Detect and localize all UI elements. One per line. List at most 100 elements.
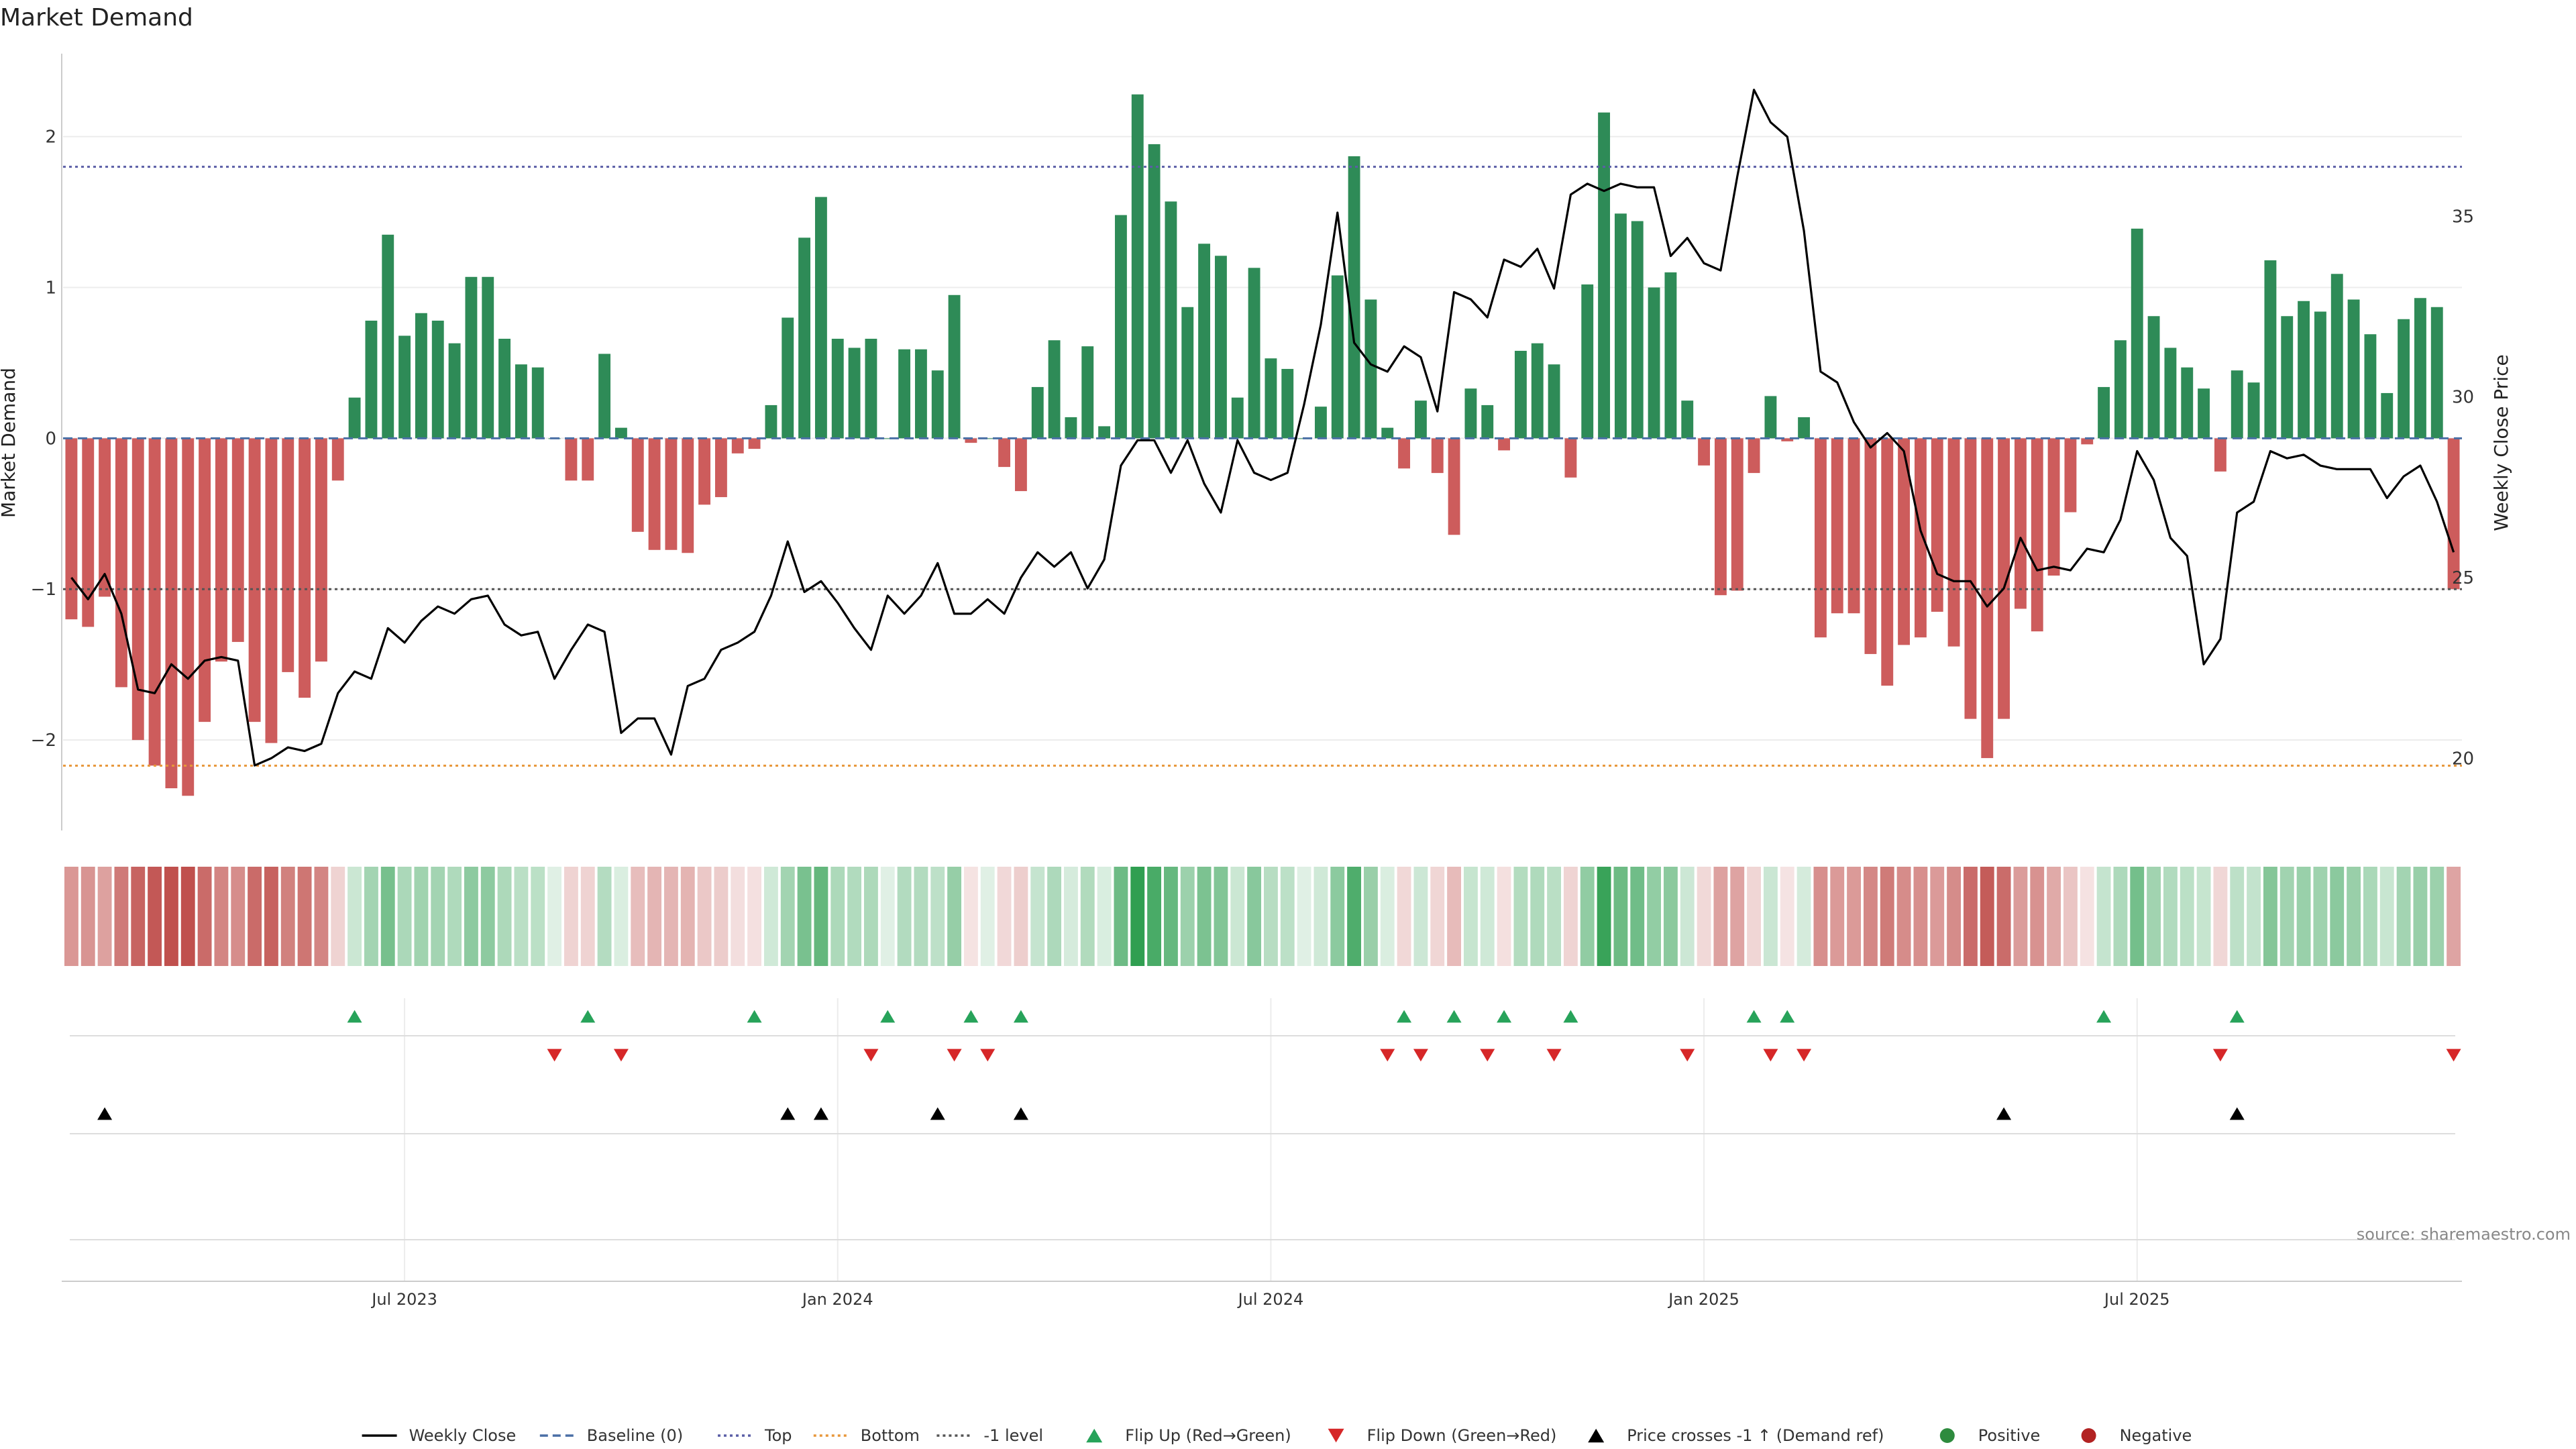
heat-cell [2030,867,2045,966]
heat-cell [631,867,645,966]
legend-item: Weekly Close [362,1426,516,1445]
flip-down-marker [547,1049,562,1062]
heat-cell [2279,867,2294,966]
heat-cell [64,867,78,966]
demand-bar [765,405,777,439]
demand-bar [2231,370,2243,439]
legend-label: Baseline (0) [587,1426,683,1445]
heat-cell [1597,867,1611,966]
flip-up-marker [1397,1010,1412,1023]
demand-bar [1664,272,1677,439]
heat-cell [1413,867,1428,966]
demand-bar [2164,347,2177,439]
demand-bar [1931,438,1943,612]
heat-cell [2180,867,2194,966]
heat-cell [1713,867,1728,966]
heat-cell [580,867,595,966]
flip-down-marker [2446,1049,2461,1062]
heat-cell [197,867,212,966]
heat-cell [497,867,512,966]
legend-item: Flip Down (Green→Red) [1328,1426,1556,1445]
heat-cell [97,867,112,966]
demand-bar [714,438,727,498]
demand-bar [1598,112,1611,439]
demand-bar [1181,307,1194,439]
heat-cell [731,867,745,966]
heat-cell [1947,867,1962,966]
demand-bar [2147,316,2160,439]
legend-item: Price crosses -1 ↑ (Demand ref) [1588,1426,1884,1445]
demand-bar [1914,438,1927,638]
heat-cell [164,867,178,966]
demand-bar [1031,386,1044,439]
heat-cell [2430,867,2445,966]
left-tick-label: 0 [45,429,56,449]
demand-bar [565,438,578,481]
demand-bar [1314,407,1327,439]
demand-bar [1414,400,1427,439]
heat-cell [830,867,845,966]
heat-cell [1130,867,1145,966]
source-note: source: sharemaestro.com [2357,1225,2571,1244]
heat-cell [1647,867,1662,966]
flip-down-marker [1546,1049,1562,1062]
heat-cell [214,867,229,966]
heat-cell [1147,867,1162,966]
demand-bar [2198,388,2210,439]
reference-lines [63,166,2462,767]
flip-up-marker [1446,1010,1462,1023]
demand-bar [1947,438,1960,647]
heat-cell [1996,867,2011,966]
flip-up-marker [1563,1010,1578,1023]
chart-title: Market Demand [0,4,193,32]
heat-cell [397,867,412,966]
legend-label: Price crosses -1 ↑ (Demand ref) [1627,1426,1884,1445]
flip-down-marker [1763,1049,1778,1062]
legend-item: Baseline (0) [539,1426,683,1445]
demand-bar [282,438,294,672]
heat-cell [697,867,712,966]
demand-bar [1614,213,1627,439]
price-cross-marker [1996,1107,2012,1120]
demand-bar [2014,438,2027,609]
heat-cell [980,867,995,966]
heat-cell [930,867,945,966]
demand-bar [1864,438,1877,654]
demand-bar [165,438,178,789]
x-tick-label: Jul 2024 [1237,1290,1304,1309]
heat-cell [2130,867,2145,966]
heat-cell [880,867,895,966]
price-cross-marker [2229,1107,2245,1120]
legend-label: -1 level [983,1426,1043,1445]
heat-cell [1047,867,1062,966]
legend-item: Negative [2081,1426,2192,1445]
heat-cell [1780,867,1794,966]
demand-bar [515,364,527,439]
heat-cell [464,867,478,966]
heat-cell [647,867,662,966]
heat-cell [997,867,1012,966]
demand-bar [881,438,894,439]
demand-bar [1731,438,1743,591]
demand-bar [382,234,394,439]
demand-bar [65,438,78,620]
heat-cell [1513,867,1528,966]
heat-cell [1547,867,1562,966]
flip-up-marker [747,1010,762,1023]
heat-cell [714,867,729,966]
flip-up-marker [1497,1010,1512,1023]
demand-bar [448,343,461,439]
heat-cell [897,867,912,966]
heat-cell [1580,867,1595,966]
heat-cell [663,867,678,966]
heat-cell [1230,867,1245,966]
legend-item: Top [718,1426,792,1445]
heat-cell [364,867,378,966]
demand-bar [1481,405,1494,439]
heat-cell [1313,867,1328,966]
flip-up-marker [2096,1010,2112,1023]
demand-bar [99,438,111,597]
legend-item: Flip Up (Red→Green) [1086,1426,1291,1445]
